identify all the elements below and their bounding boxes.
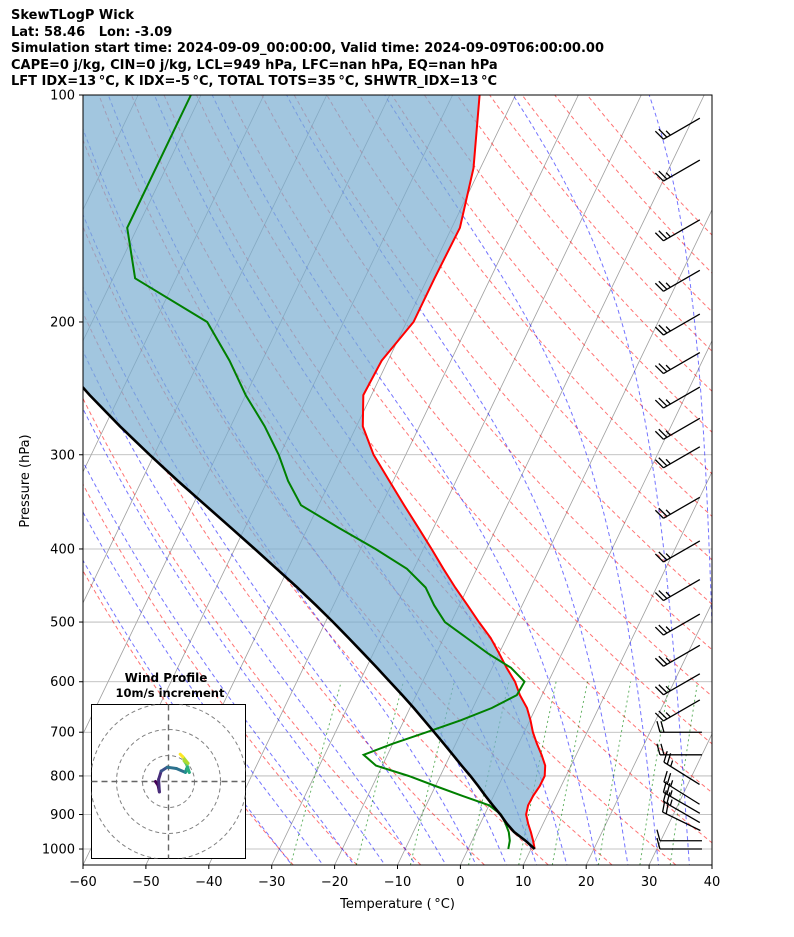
temperature-axis-ticks: −60 −50 −40 −30 −20 −10 0 10 20 30 40 <box>69 865 720 890</box>
y-tick-label: 600 <box>50 675 75 690</box>
mixing-ratio-line <box>597 681 632 865</box>
isotherm-line <box>208 95 579 865</box>
parcel-profile <box>83 385 536 850</box>
isotherm-line <box>648 733 712 865</box>
x-axis-label: Temperature ( °C) <box>339 897 455 912</box>
wind-barb <box>662 790 701 824</box>
x-tick-label: −60 <box>69 875 96 890</box>
isotherm-line <box>334 95 705 865</box>
wind-barb <box>663 770 700 805</box>
isotherm-line <box>0 95 75 865</box>
mixing-ratio-line <box>669 681 699 865</box>
x-tick-label: 30 <box>641 875 658 890</box>
wind-barb <box>654 673 701 696</box>
x-tick-label: 10 <box>515 875 532 890</box>
dry-adiabat <box>83 311 485 865</box>
y-tick-label: 100 <box>50 89 75 104</box>
dewpoint-profile <box>126 95 526 850</box>
mixing-ratio-line <box>290 681 342 865</box>
y-tick-label: 900 <box>50 808 75 823</box>
wind-barbs <box>654 117 702 850</box>
wind-barb <box>654 352 701 375</box>
wind-barb <box>654 699 701 722</box>
x-tick-label: −40 <box>195 875 222 890</box>
isotherm-line <box>271 95 642 865</box>
x-tick-label: −10 <box>384 875 411 890</box>
y-tick-label: 300 <box>50 448 75 463</box>
wind-barb <box>661 800 701 832</box>
mixing-ratio-line <box>409 681 455 865</box>
x-tick-label: 0 <box>456 875 464 890</box>
dry-adiabat <box>586 95 712 236</box>
wind-barb <box>654 613 701 636</box>
dry-adiabat <box>521 95 712 313</box>
isotherm-line <box>522 470 712 865</box>
y-tick-label: 700 <box>50 726 75 741</box>
wind-barb <box>656 721 702 733</box>
wind-barb <box>654 117 701 140</box>
wind-barb <box>654 159 701 182</box>
moist-adiabat <box>83 349 417 865</box>
hodograph-segment <box>165 765 178 770</box>
mixing-ratio-line <box>355 681 404 865</box>
x-tick-label: 20 <box>578 875 595 890</box>
wind-barb <box>654 446 701 469</box>
hodograph-segment <box>157 777 161 794</box>
x-tick-label: −20 <box>321 875 348 890</box>
isotherm-line <box>585 601 712 865</box>
index-line: LFT IDX=13 °C, K IDX=-5 °C, TOTAL TOTS=3… <box>11 74 498 89</box>
dry-adiabat <box>554 95 712 274</box>
x-tick-label: 40 <box>704 875 721 890</box>
time-line: Simulation start time: 2024-09-09_00:00:… <box>11 41 604 56</box>
chart-title: SkewTLogP Wick <box>11 8 135 23</box>
x-tick-label: −30 <box>258 875 285 890</box>
isotherm-line <box>775 95 794 865</box>
hodograph-inset: Wind Profile 10m/s increment <box>91 671 246 859</box>
y-tick-label: 1000 <box>42 843 75 858</box>
hodograph-subtitle: 10m/s increment <box>116 686 225 700</box>
temperature-profile <box>361 95 547 850</box>
isotherm-lines <box>0 95 794 865</box>
wind-barb <box>654 540 701 563</box>
hodograph-segment <box>174 767 187 774</box>
hodograph-title: Wind Profile <box>125 671 208 685</box>
dry-adiabat <box>83 483 358 865</box>
y-tick-label: 800 <box>50 769 75 784</box>
hodograph-segment <box>178 752 185 759</box>
location-line: Lat: 58.46 Lon: -3.09 <box>11 24 173 40</box>
wind-barb <box>654 269 701 292</box>
mixing-ratio-line <box>551 681 588 865</box>
y-tick-label: 500 <box>50 616 75 631</box>
wind-barb <box>654 219 701 242</box>
wind-barb <box>654 496 701 519</box>
moist-adiabat <box>648 95 712 640</box>
x-tick-label: −50 <box>132 875 159 890</box>
wind-barb <box>654 313 701 336</box>
wind-barb <box>654 417 701 440</box>
cape-shaded-area <box>83 95 546 849</box>
isotherm-line <box>711 864 712 865</box>
isotherm-line <box>0 95 12 865</box>
stability-line: CAPE=0 j/kg, CIN=0 j/kg, LCL=949 hPa, LF… <box>11 57 498 73</box>
wind-barb <box>654 644 701 667</box>
dry-adiabat <box>83 397 422 865</box>
pressure-axis-ticks: 100 200 300 400 500 600 700 800 900 1000 <box>42 89 83 858</box>
wind-barb <box>656 829 702 842</box>
wind-barb <box>656 743 702 756</box>
y-tick-label: 400 <box>50 542 75 557</box>
y-tick-label: 200 <box>50 315 75 330</box>
wind-barb <box>654 578 701 602</box>
wind-barb <box>654 386 701 409</box>
mixing-ratio-line <box>639 681 670 865</box>
wind-barb <box>656 837 702 850</box>
y-axis-label: Pressure (hPa) <box>18 434 33 527</box>
moist-adiabat <box>83 460 355 865</box>
moist-adiabat <box>512 95 690 865</box>
dry-adiabat <box>83 225 549 865</box>
moist-adiabat <box>384 95 660 865</box>
